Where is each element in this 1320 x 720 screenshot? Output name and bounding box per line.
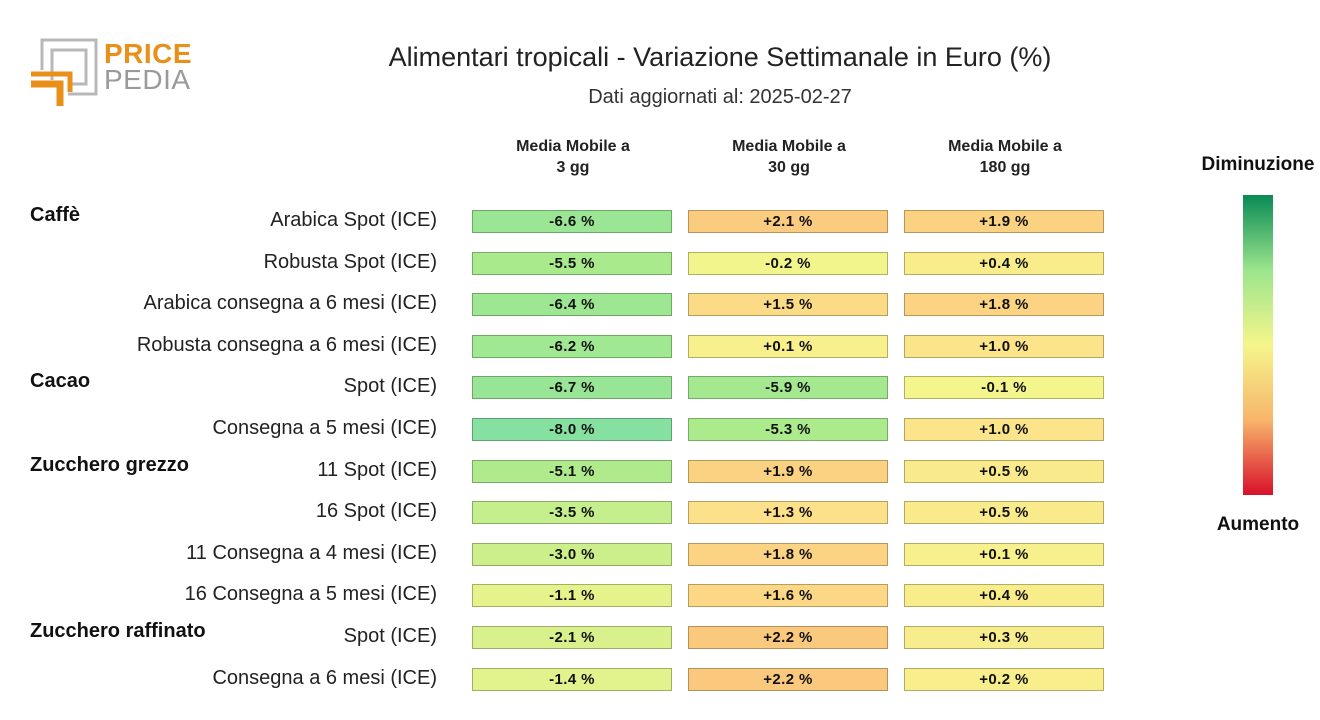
row-label: Arabica Spot (ICE) — [270, 209, 437, 231]
row-label: 16 Consegna a 5 mesi (ICE) — [184, 583, 437, 606]
column-header-line1: Media Mobile a — [732, 138, 846, 155]
heatmap-cell: +0.3 % — [904, 626, 1104, 649]
heatmap-cell: +0.1 % — [688, 334, 888, 358]
heatmap-cell: +1.9 % — [904, 210, 1104, 233]
column-header-line2: 180 gg — [979, 159, 1031, 176]
heatmap-cell: +1.0 % — [904, 334, 1104, 358]
chart-subtitle: Dati aggiornati al: 2025-02-27 — [588, 86, 852, 108]
heatmap-cell: -0.2 % — [688, 251, 888, 275]
group-label: Zucchero grezzo — [30, 453, 189, 476]
heatmap-cell: +1.8 % — [688, 542, 888, 566]
row-label: 11 Spot (ICE) — [317, 458, 437, 481]
column-header-30gg: Media Mobile a 30 gg — [688, 136, 890, 178]
heatmap-cell: +0.4 % — [904, 251, 1104, 275]
logo-text-price: PRICE — [104, 38, 193, 69]
row-label: Consegna a 6 mesi (ICE) — [212, 666, 437, 689]
group-label: Zucchero raffinato — [30, 620, 206, 642]
column-header-line2: 3 gg — [556, 159, 590, 176]
heatmap-cell: -3.5 % — [472, 501, 672, 525]
row-label: Spot (ICE) — [343, 375, 437, 398]
heatmap-cell: +0.4 % — [904, 584, 1104, 608]
heatmap-cell: -5.9 % — [688, 376, 888, 400]
row-label: Spot (ICE) — [343, 625, 437, 647]
heatmap-cell: -6.6 % — [472, 210, 672, 233]
heatmap-cell: -1.1 % — [472, 584, 672, 608]
heatmap-cell: -6.4 % — [472, 293, 672, 317]
heatmap-cell: -6.2 % — [472, 334, 672, 358]
heatmap-cell: -6.7 % — [472, 376, 672, 400]
heatmap-cell: -5.1 % — [472, 459, 672, 483]
row-label: 11 Consegna a 4 mesi (ICE) — [186, 541, 437, 564]
column-header-3gg: Media Mobile a 3 gg — [472, 136, 674, 178]
heatmap-cell: +0.5 % — [904, 459, 1104, 483]
heatmap-cell: +2.2 % — [688, 667, 888, 691]
column-header-180gg: Media Mobile a 180 gg — [904, 136, 1106, 178]
group-label: Cacao — [30, 370, 91, 393]
heatmap-cell: +0.1 % — [904, 542, 1104, 566]
legend-color-scale — [1243, 195, 1273, 495]
heatmap-cell: +2.1 % — [688, 210, 888, 233]
legend-label-increase: Aumento — [1216, 514, 1300, 535]
legend-label-decrease: Diminuzione — [1201, 154, 1315, 175]
row-label: Arabica consegna a 6 mesi (ICE) — [143, 292, 437, 315]
row-label: Consegna a 5 mesi (ICE) — [212, 417, 437, 439]
row-label: Robusta consegna a 6 mesi (ICE) — [136, 333, 437, 356]
heatmap-cell: +1.3 % — [688, 501, 888, 525]
heatmap-cell: -8.0 % — [472, 418, 672, 441]
logo-mark-icon — [31, 38, 98, 106]
heatmap-cell: -5.3 % — [688, 418, 888, 441]
heatmap-cell: -0.1 % — [904, 376, 1104, 400]
heatmap-cell: +0.2 % — [904, 667, 1104, 691]
row-label: 16 Spot (ICE) — [315, 500, 437, 523]
heatmap-cell: -2.1 % — [472, 626, 672, 649]
row-label: Robusta Spot (ICE) — [263, 250, 437, 273]
heatmap-cell: -5.5 % — [472, 251, 672, 275]
column-header-line2: 30 gg — [768, 159, 810, 176]
heatmap-cell: -1.4 % — [472, 667, 672, 691]
heatmap-cell: +1.5 % — [688, 293, 888, 317]
pricepedia-logo: PRICE PEDIA — [28, 36, 192, 112]
group-label: Caffè — [30, 204, 81, 226]
column-header-line1: Media Mobile a — [948, 138, 1062, 155]
heatmap-cell: +1.0 % — [904, 418, 1104, 441]
heatmap-cell: +1.6 % — [688, 584, 888, 608]
heatmap-cell: -3.0 % — [472, 542, 672, 566]
heatmap-cell: +1.9 % — [688, 459, 888, 483]
chart-title: Alimentari tropicali - Variazione Settim… — [388, 42, 1052, 72]
heatmap-cell: +0.5 % — [904, 501, 1104, 525]
column-header-line1: Media Mobile a — [516, 138, 630, 155]
heatmap-cell: +2.2 % — [688, 626, 888, 649]
heatmap-cell: +1.8 % — [904, 293, 1104, 317]
logo-text-pedia: PEDIA — [104, 64, 191, 95]
